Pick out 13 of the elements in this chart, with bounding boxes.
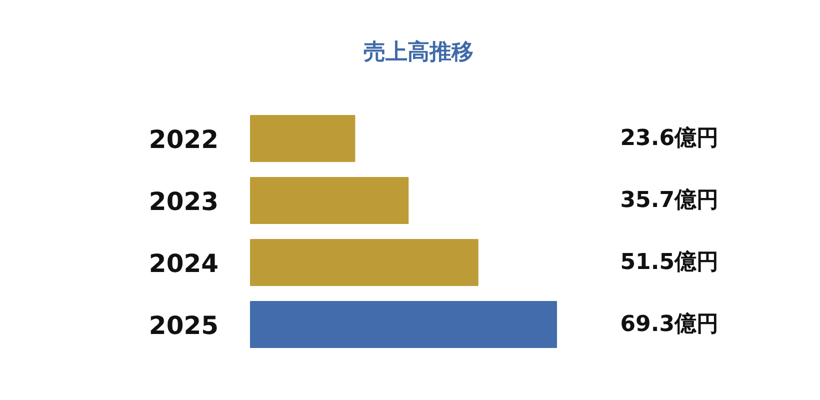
bar	[250, 239, 478, 286]
y-tick-label: 2023	[148, 187, 219, 216]
data-label: 35.7億円	[620, 188, 718, 213]
bar	[250, 301, 557, 348]
data-label: 23.6億円	[620, 126, 718, 151]
y-tick-label: 2024	[148, 249, 219, 278]
y-tick-label: 2022	[148, 125, 219, 154]
data-label: 69.3億円	[620, 312, 718, 337]
data-label: 51.5億円	[620, 250, 718, 275]
bar	[250, 177, 409, 224]
chart-title: 売上高推移	[364, 39, 474, 65]
bar	[250, 115, 356, 162]
y-tick-label: 2025	[148, 311, 219, 340]
